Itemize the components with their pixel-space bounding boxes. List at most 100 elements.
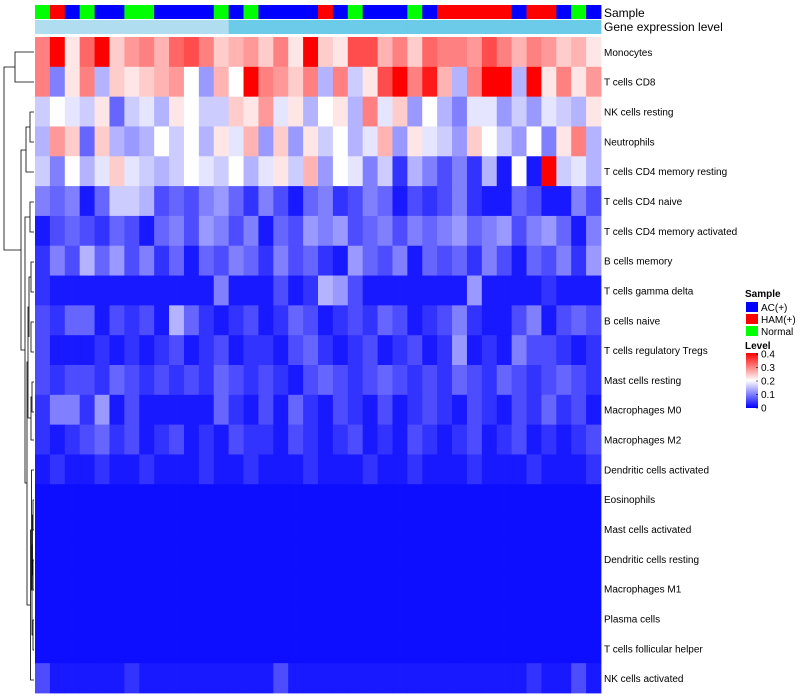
heatmap-cell xyxy=(452,514,468,545)
heatmap-cell xyxy=(481,126,498,157)
level-tick-label: 0.2 xyxy=(761,377,775,388)
heatmap-cell xyxy=(437,96,453,127)
heatmap-cell xyxy=(183,215,200,247)
heatmap-cell xyxy=(288,514,304,545)
heatmap-cell xyxy=(213,663,230,694)
sample-annotation-cell xyxy=(481,5,498,19)
heatmap-cell xyxy=(556,454,572,485)
heatmap-cell xyxy=(198,335,215,366)
gene-expression-annotation-cell xyxy=(49,20,66,34)
heatmap-cell xyxy=(109,96,125,127)
heatmap-cell xyxy=(243,126,259,157)
heatmap-cell xyxy=(556,424,572,455)
heatmap-cell xyxy=(392,245,408,276)
heatmap-cell xyxy=(556,66,572,98)
heatmap-cell xyxy=(243,365,259,396)
heatmap-cell xyxy=(49,186,66,217)
heatmap-cell xyxy=(273,186,289,217)
heatmap-cell xyxy=(407,96,423,127)
heatmap-cell xyxy=(437,484,453,515)
heatmap-cell xyxy=(183,514,200,545)
heatmap-cell xyxy=(407,275,423,306)
heatmap-cell xyxy=(318,365,334,396)
heatmap-cell xyxy=(35,335,51,366)
heatmap-cell xyxy=(94,663,110,694)
heatmap-cell xyxy=(318,156,334,187)
heatmap-cell xyxy=(422,335,438,366)
heatmap-cell xyxy=(49,573,66,604)
heatmap-cell xyxy=(392,394,408,426)
sample-annotation-cell xyxy=(169,5,185,19)
heatmap-cell xyxy=(347,66,364,98)
heatmap-cell xyxy=(109,484,125,515)
heatmap-cell xyxy=(124,663,140,694)
heatmap-cell xyxy=(526,245,542,276)
heatmap-cell xyxy=(273,156,289,187)
heatmap-cell xyxy=(79,454,95,485)
heatmap-cell xyxy=(318,633,334,664)
heatmap-cell xyxy=(332,186,349,217)
heatmap-cell xyxy=(243,245,259,276)
heatmap-cell xyxy=(377,305,393,336)
heatmap-cell xyxy=(213,96,230,127)
heatmap-cell xyxy=(526,215,542,247)
heatmap-cell xyxy=(124,126,140,157)
heatmap-cell xyxy=(541,186,557,217)
heatmap-cell xyxy=(377,37,393,68)
heatmap-cell xyxy=(258,96,274,127)
heatmap-cell xyxy=(288,424,304,455)
row-label: B cells naive xyxy=(604,316,661,327)
heatmap-cell xyxy=(49,156,66,187)
heatmap-cell xyxy=(109,156,125,187)
heatmap-cell xyxy=(541,454,557,485)
heatmap-cell xyxy=(392,514,408,545)
heatmap-cell xyxy=(526,663,542,694)
heatmap-cell xyxy=(437,335,453,366)
heatmap-cell xyxy=(556,245,572,276)
heatmap-cells xyxy=(35,37,602,694)
sample-annotation-cell xyxy=(332,5,349,19)
heatmap-cell xyxy=(392,335,408,366)
heatmap-cell xyxy=(183,275,200,306)
heatmap-cell xyxy=(258,543,274,575)
heatmap-cell xyxy=(79,633,95,664)
heatmap-cell xyxy=(422,603,438,634)
heatmap-cell xyxy=(94,543,110,575)
gene-expression-annotation-cell xyxy=(243,20,259,34)
sample-legend-label: Normal xyxy=(761,327,793,338)
heatmap-cell xyxy=(452,305,468,336)
heatmap-cell xyxy=(362,156,378,187)
heatmap-cell xyxy=(318,424,334,455)
heatmap-cell xyxy=(571,305,587,336)
heatmap-cell xyxy=(332,424,349,455)
heatmap-cell xyxy=(273,573,289,604)
heatmap-cell xyxy=(377,633,393,664)
heatmap-cell xyxy=(556,663,572,694)
heatmap-cell xyxy=(213,37,230,68)
heatmap-cell xyxy=(466,484,483,515)
heatmap-cell xyxy=(318,37,334,68)
heatmap-cell xyxy=(377,245,393,276)
heatmap-cell xyxy=(228,275,244,306)
heatmap-cell xyxy=(35,245,51,276)
heatmap-cell xyxy=(154,126,170,157)
heatmap-cell xyxy=(481,275,498,306)
heatmap-cell xyxy=(183,484,200,515)
heatmap-cell xyxy=(198,454,215,485)
heatmap-cell xyxy=(332,245,349,276)
heatmap-cell xyxy=(198,245,215,276)
heatmap-cell xyxy=(303,573,319,604)
heatmap-cell xyxy=(422,66,438,98)
heatmap-cell xyxy=(541,484,557,515)
heatmap-cell xyxy=(586,305,602,336)
heatmap-cell xyxy=(332,305,349,336)
heatmap-cell xyxy=(556,543,572,575)
heatmap-cell xyxy=(94,66,110,98)
heatmap-cell xyxy=(526,543,542,575)
heatmap-cell xyxy=(466,603,483,634)
heatmap-cell xyxy=(288,454,304,485)
heatmap-cell xyxy=(481,215,498,247)
heatmap-cell xyxy=(556,603,572,634)
gene-expression-annotation-cell xyxy=(571,20,587,34)
heatmap-cell xyxy=(49,365,66,396)
